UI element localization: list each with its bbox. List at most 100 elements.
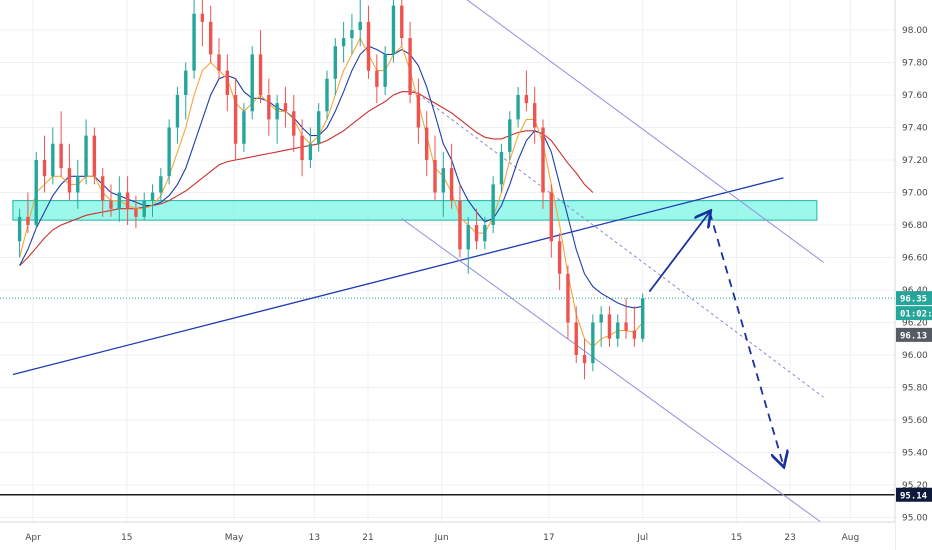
resistance-zone[interactable] — [12, 200, 818, 221]
candle — [184, 62, 188, 120]
candle — [458, 184, 462, 258]
price-tick-label: 96.00 — [902, 351, 928, 361]
candle-body — [341, 38, 346, 47]
candle — [599, 306, 603, 347]
candle — [508, 111, 512, 160]
candle-body — [42, 160, 47, 177]
price-tick-label: 97.80 — [902, 59, 928, 69]
candle — [84, 119, 88, 185]
price-badges: 96.35 01:02:55 96.13 95.14 — [896, 291, 932, 502]
candle-body — [159, 176, 163, 193]
time-axis-background — [0, 522, 895, 550]
candle — [616, 314, 620, 347]
candle-body — [508, 119, 512, 152]
candle-body — [100, 176, 105, 201]
candle-body — [142, 200, 146, 217]
candle — [499, 143, 504, 193]
candle — [200, 0, 205, 47]
candle — [51, 127, 55, 185]
candle — [242, 103, 246, 152]
candle-body — [208, 21, 213, 55]
candle — [375, 54, 379, 104]
projection-up-arrow[interactable] — [648, 212, 709, 293]
candle-body — [117, 192, 121, 209]
resistance-zone-rect[interactable] — [12, 200, 818, 221]
candle-body — [333, 46, 338, 79]
candle — [541, 119, 545, 209]
candle — [566, 265, 570, 339]
candles — [17, 0, 645, 380]
candle-body — [416, 95, 421, 128]
candle — [134, 195, 138, 229]
projection-arrows[interactable] — [648, 211, 784, 466]
projection-down-arrow[interactable] — [708, 211, 784, 466]
candle-body — [499, 151, 504, 185]
candle — [549, 184, 554, 258]
candle — [267, 78, 271, 136]
candle — [150, 184, 155, 217]
time-tick-label: 15 — [731, 533, 742, 543]
candle-body — [167, 127, 171, 177]
level-price-badge: 95.14 — [900, 491, 928, 501]
candle-body — [125, 192, 130, 209]
price-tick-label: 97.20 — [902, 156, 928, 166]
candle-body — [325, 78, 329, 112]
candle — [607, 306, 612, 347]
candle-body — [607, 314, 612, 339]
time-axis[interactable]: Apr 15 May 13 21 Jun 17 Jul 15 23 Aug — [0, 521, 895, 550]
price-axis[interactable]: 98.00 97.80 97.60 97.40 97.20 97.00 96.80 96.60… — [894, 0, 932, 550]
candle-body — [557, 241, 562, 274]
channel-upper-line[interactable] — [455, 0, 824, 263]
candle — [400, 0, 404, 47]
candle — [408, 21, 412, 104]
candle — [217, 38, 221, 79]
candle — [225, 54, 229, 112]
candle-body — [358, 21, 362, 30]
candle — [632, 306, 637, 347]
candle — [117, 176, 121, 222]
candle-body — [458, 200, 462, 250]
candle-body — [433, 160, 437, 193]
candle-body — [192, 13, 196, 71]
candle-body — [308, 143, 313, 160]
candle — [491, 176, 495, 234]
candle — [175, 86, 180, 144]
candle — [441, 151, 446, 217]
price-tick-label: 95.80 — [902, 384, 928, 394]
channel-mid-line[interactable] — [407, 86, 824, 398]
candle-body — [466, 225, 470, 250]
candle — [582, 338, 587, 380]
candle — [76, 160, 80, 209]
candle-body — [292, 111, 296, 136]
candle-body — [200, 13, 205, 22]
candle-body — [383, 54, 387, 87]
candle-body — [483, 225, 487, 242]
drawn-lines[interactable] — [0, 0, 895, 525]
candle — [574, 306, 578, 364]
ma-slow-line — [19, 91, 594, 266]
candle-body — [549, 192, 554, 242]
time-tick-label: Jun — [434, 533, 449, 543]
trend-line[interactable] — [12, 177, 784, 376]
candle-body — [250, 54, 254, 112]
candle — [433, 135, 437, 201]
channel-lower-line[interactable] — [401, 218, 824, 525]
candle — [159, 168, 163, 201]
candle-body — [34, 160, 38, 225]
candle-body — [51, 143, 55, 177]
candle-body — [624, 322, 628, 331]
candle — [449, 143, 454, 209]
price-tick-label: 97.00 — [902, 189, 928, 199]
candle-body — [184, 70, 188, 95]
time-tick-label: Apr — [25, 533, 41, 543]
price-tick-label: 96.40 — [902, 286, 928, 296]
candle-body — [233, 95, 238, 144]
candle-body — [524, 95, 529, 104]
last-price-badge: 96.35 — [900, 295, 927, 305]
price-axis-background — [895, 0, 932, 550]
candle-body — [134, 208, 138, 217]
candle-body — [441, 168, 446, 193]
candle — [59, 111, 63, 177]
candle-body — [574, 322, 578, 355]
